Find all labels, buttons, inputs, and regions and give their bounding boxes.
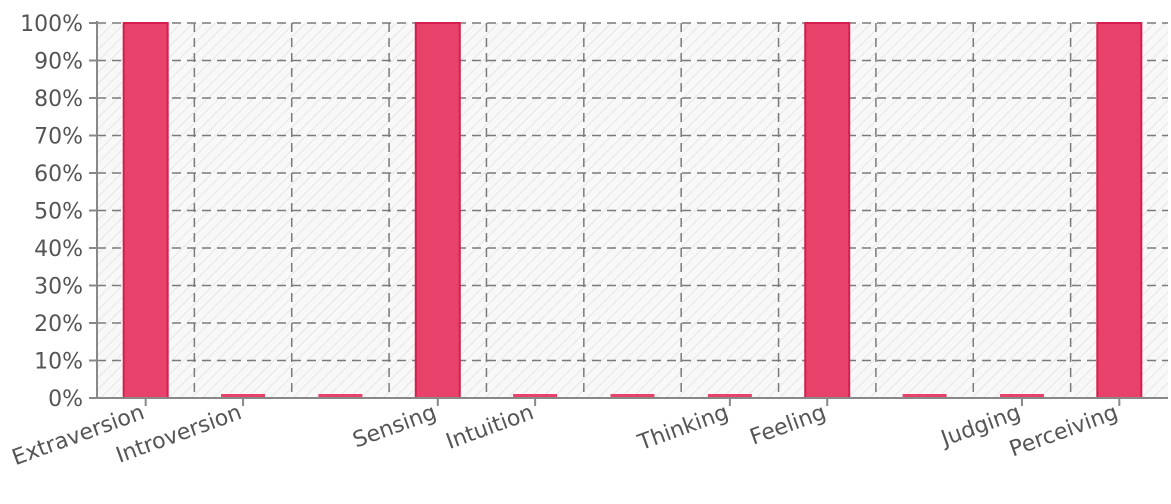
bar [902,394,947,398]
y-tick-label: 100% [20,12,83,37]
plot-background [97,23,1168,398]
plot-hatch [97,23,1168,398]
y-tick-label: 50% [34,200,83,225]
grid-lines [97,22,1168,398]
y-tick-label: 70% [34,125,83,150]
x-tick-label: Perceiving [1006,400,1121,462]
bar [318,394,363,398]
bar [804,22,851,399]
bar [1096,22,1143,399]
bar [221,394,266,398]
y-tick-label: 60% [34,162,83,187]
y-axis-tick-labels: 0% 10% 20% 30% 40% 50% 60% 70% 80% 90% 100% [20,12,83,412]
x-tick-label: Intuition [443,400,537,455]
y-tick-label: 40% [34,237,83,262]
y-tick-label: 20% [34,312,83,337]
y-tick-label: 30% [34,275,83,300]
bar [513,394,558,398]
x-tick-label: Thinking [634,400,732,456]
bar [610,394,655,398]
y-tick-label: 80% [34,87,83,112]
y-tick-label: 10% [34,350,83,375]
bar [999,394,1044,398]
bar [122,22,169,399]
axes [89,21,1168,406]
y-tick-label: 90% [34,50,83,75]
bar [707,394,752,398]
bar [414,22,461,399]
y-tick-label: 0% [48,387,83,412]
x-tick-label: Feeling [747,400,829,450]
x-tick-label: Sensing [350,400,440,453]
bars [122,22,1143,399]
